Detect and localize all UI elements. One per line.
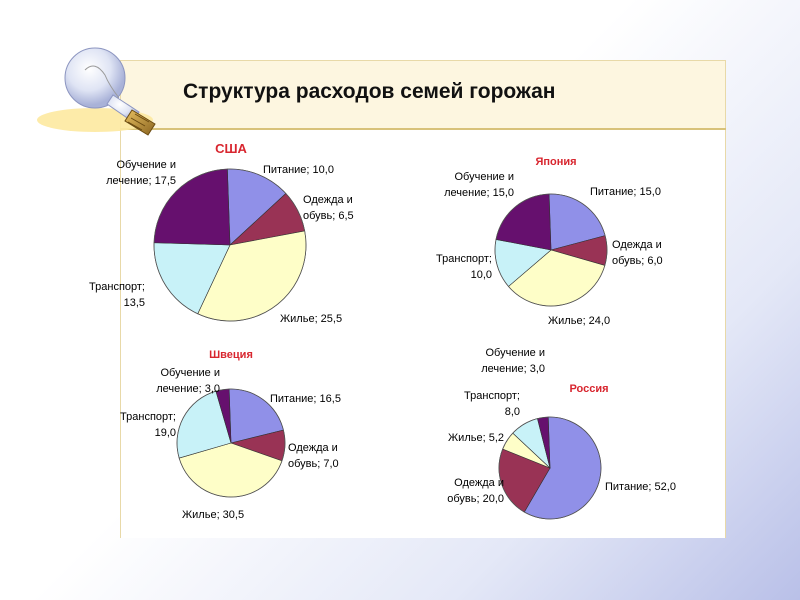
slice-label-food: Питание; 52,0 <box>605 481 676 493</box>
pie-outline <box>498 416 602 520</box>
slice-label-transport: Транспорт; 10,0 <box>436 253 492 281</box>
slice-label-transport: Транспорт; 13,5 <box>89 281 145 309</box>
lightbulb-icon <box>37 47 156 136</box>
header-rule <box>120 128 726 130</box>
slice-label-housing: Жилье; 30,5 <box>182 509 244 521</box>
slice-label-clothes: Одежда и обувь; 20,0 <box>447 477 504 505</box>
slice-label-education: Обучение и лечение; 3,0 <box>156 367 220 395</box>
page-title: Структура расходов семей горожан <box>183 80 556 103</box>
pie-chart-2: Швеция Питание; 16,5 Одежда и обувь; 7,0 Жил… <box>120 349 341 521</box>
slice-label-education: Обучение и лечение; 17,5 <box>106 159 176 187</box>
pie-chart-0: США Питание; 10,0 Одежда и обувь; 6,5 Жилье;… <box>89 141 354 325</box>
pie-outline <box>153 168 307 322</box>
chart-title: Швеция <box>209 349 253 361</box>
slice-label-transport: Транспорт; 8,0 <box>464 390 520 418</box>
slice-label-housing: Жилье; 24,0 <box>548 315 610 327</box>
slice-label-housing: Жилье; 5,2 <box>448 432 504 444</box>
slice-label-clothes: Одежда и обувь; 6,0 <box>612 239 663 267</box>
pie-chart-1: Япония Питание; 15,0 Одежда и обувь; 6,0 Жил… <box>436 156 663 327</box>
slice-label-food: Питание; 16,5 <box>270 393 341 405</box>
pie-chart-3: Россия Питание; 52,0 Одежда и обувь; 20,0 Жи… <box>447 347 676 520</box>
slice-label-transport: Транспорт; 19,0 <box>120 411 176 439</box>
slice-label-clothes: Одежда и обувь; 7,0 <box>288 442 339 470</box>
pie-outline <box>176 388 286 498</box>
chart-title: США <box>215 141 247 156</box>
chart-title: Россия <box>569 383 608 395</box>
slice-label-clothes: Одежда и обувь; 6,5 <box>303 194 354 222</box>
slice-label-housing: Жилье; 25,5 <box>280 313 342 325</box>
chart-title: Япония <box>535 156 576 168</box>
slice-label-food: Питание; 10,0 <box>263 164 334 176</box>
slice-label-education: Обучение и лечение; 3,0 <box>481 347 545 375</box>
slice-label-food: Питание; 15,0 <box>590 186 661 198</box>
pie-outline <box>494 193 608 307</box>
slice-label-education: Обучение и лечение; 15,0 <box>444 171 514 199</box>
header-band <box>120 60 726 129</box>
